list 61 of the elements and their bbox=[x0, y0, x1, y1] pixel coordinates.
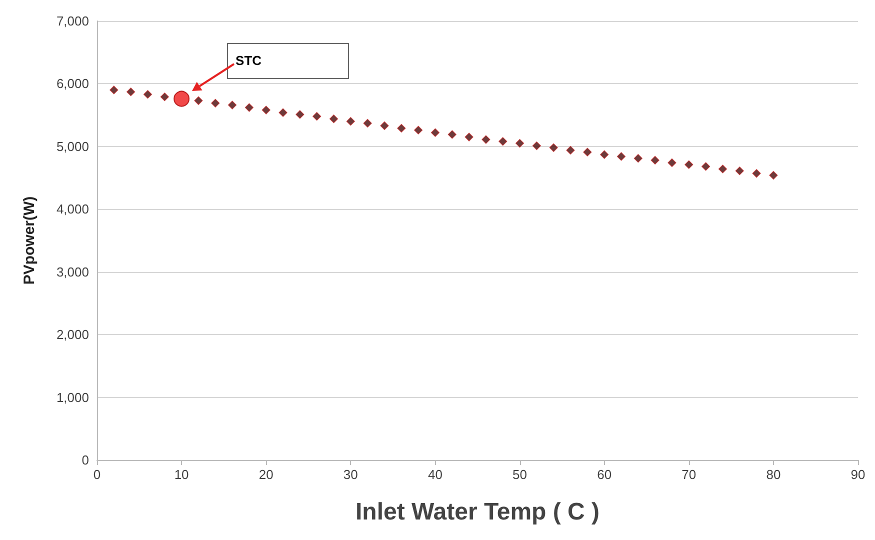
point bbox=[482, 135, 490, 144]
x-tick-label: 30 bbox=[343, 467, 358, 482]
point bbox=[600, 150, 609, 159]
point bbox=[566, 146, 575, 154]
point bbox=[684, 160, 694, 169]
point bbox=[549, 143, 558, 152]
point bbox=[211, 98, 220, 108]
x-tick-label: 90 bbox=[850, 467, 866, 482]
point bbox=[262, 106, 270, 114]
point bbox=[397, 124, 406, 133]
y-tick-label: 4,000 bbox=[56, 202, 89, 217]
point bbox=[718, 164, 728, 174]
point bbox=[143, 90, 152, 99]
point bbox=[616, 152, 626, 161]
x-tick-label: 80 bbox=[766, 467, 781, 482]
x-tick-label: 10 bbox=[174, 467, 189, 482]
point bbox=[583, 148, 592, 156]
point bbox=[735, 166, 744, 176]
x-tick-label: 70 bbox=[682, 467, 696, 482]
point bbox=[346, 117, 355, 126]
point bbox=[296, 110, 304, 119]
point bbox=[769, 170, 778, 180]
x-tick-label: 20 bbox=[258, 467, 274, 482]
point bbox=[228, 100, 237, 110]
y-axis-title: PVpower(W) bbox=[21, 196, 38, 285]
point bbox=[498, 137, 508, 146]
annotation: STC bbox=[236, 52, 262, 68]
point bbox=[126, 88, 136, 96]
point bbox=[430, 128, 440, 137]
y-tick-label: 1,000 bbox=[56, 390, 89, 405]
point bbox=[244, 103, 254, 112]
point bbox=[380, 121, 389, 130]
point bbox=[650, 156, 660, 165]
y-tick-label: 0 bbox=[82, 452, 89, 468]
point bbox=[752, 169, 761, 178]
point bbox=[515, 138, 524, 148]
point bbox=[414, 126, 423, 134]
point bbox=[110, 86, 118, 94]
x-tick-label: 60 bbox=[597, 467, 612, 482]
y-tick-label: 3,000 bbox=[56, 264, 89, 280]
point bbox=[174, 90, 190, 107]
point bbox=[363, 118, 372, 128]
point bbox=[634, 154, 642, 163]
point bbox=[194, 96, 203, 105]
point bbox=[329, 114, 338, 124]
point bbox=[448, 130, 456, 139]
y-tick-label: 7,000 bbox=[56, 14, 89, 28]
y-tick-label: 5,000 bbox=[56, 138, 89, 154]
x-tick-label: 40 bbox=[428, 467, 442, 482]
x-axis-title: Inlet Water Temp ( C ) bbox=[355, 498, 600, 526]
point bbox=[278, 108, 288, 117]
point bbox=[464, 132, 474, 142]
y-tick-label: 2,000 bbox=[56, 327, 89, 342]
x-tick-label: 0 bbox=[93, 467, 101, 482]
point bbox=[668, 158, 676, 168]
y-tick-label: 6,000 bbox=[56, 76, 89, 92]
x-tick-label: 50 bbox=[512, 467, 528, 482]
point bbox=[702, 162, 710, 171]
point bbox=[160, 92, 169, 102]
point bbox=[532, 142, 541, 150]
point bbox=[312, 112, 322, 121]
